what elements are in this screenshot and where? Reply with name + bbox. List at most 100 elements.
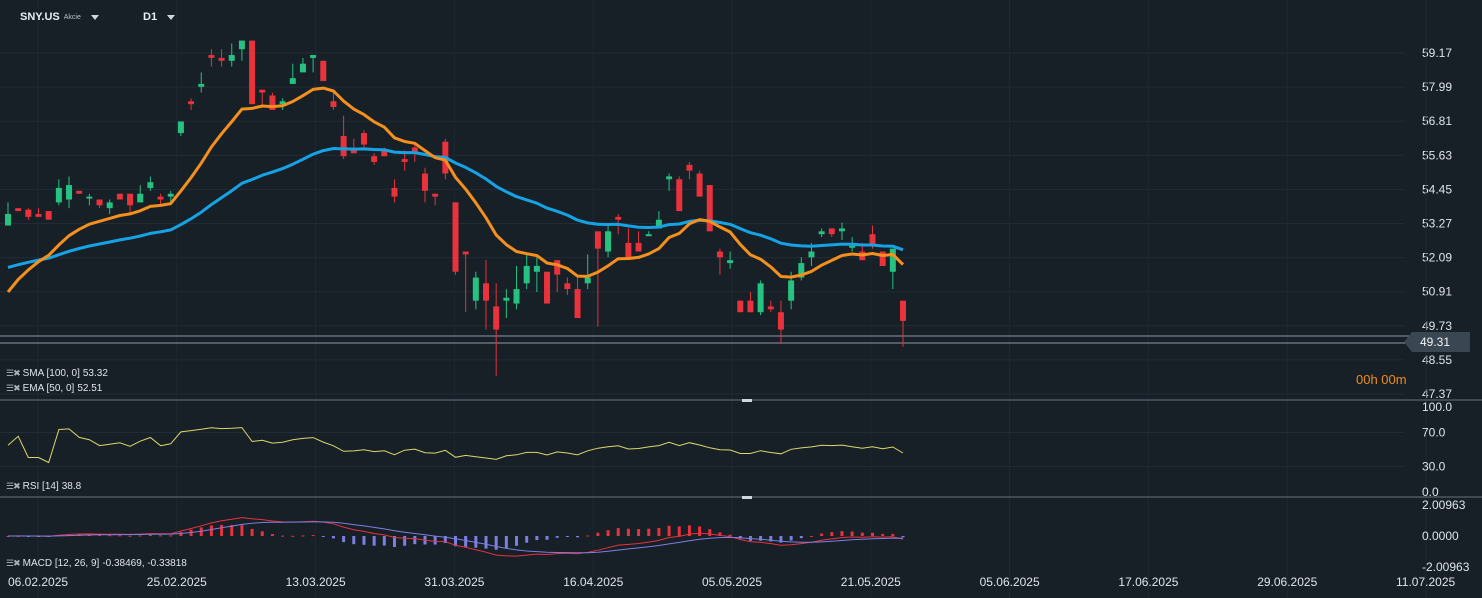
macd-histogram-bar (626, 528, 630, 536)
candle-body (330, 101, 337, 108)
macd-histogram-bar (545, 536, 549, 540)
price-tick-label: 59.17 (1422, 46, 1452, 60)
date-tick-label: 16.04.2025 (563, 575, 623, 589)
macd-histogram-bar (799, 536, 803, 539)
candle-body (716, 251, 723, 258)
candle-timer: 00h 00m (1356, 372, 1407, 387)
candle-body (66, 185, 73, 200)
price-tick-label: 47.37 (1422, 387, 1452, 401)
candle-body (45, 211, 52, 220)
macd-histogram-bar (515, 536, 519, 546)
macd-histogram-bar (311, 535, 315, 537)
indicator-legend-sma[interactable]: ☰✖ SMA [100, 0] 53.32 (6, 368, 108, 379)
macd-label: MACD [12, 26, 9] (22, 558, 100, 569)
candle-body (625, 242, 632, 258)
macd-histogram-bar (759, 536, 763, 541)
macd-histogram-bar (199, 527, 203, 536)
price-tick-label: 56.81 (1422, 114, 1452, 128)
macd-histogram-bar (413, 536, 417, 545)
macd-histogram-bar (616, 528, 620, 536)
settings-close-icon[interactable]: ☰✖ (6, 383, 21, 393)
ema-line (6, 86, 905, 293)
candle-body (757, 283, 764, 313)
instrument-type: Akcie (63, 13, 81, 21)
candle-body (188, 101, 195, 105)
candle-body (310, 55, 317, 58)
candle-body (594, 231, 601, 249)
pane-resize-handle (742, 496, 752, 499)
macd-histogram-bar (474, 536, 478, 548)
candle-body (798, 263, 805, 278)
macd-histogram-bar (870, 532, 874, 536)
macd-histogram-bar (891, 533, 895, 536)
macd-histogram-bar (67, 534, 71, 536)
symbol-name: SNY.US (20, 11, 60, 23)
candle-body (421, 173, 428, 191)
candle-body (849, 245, 856, 248)
macd-histogram-bar (596, 532, 600, 536)
macd-histogram-bar (362, 536, 366, 545)
price-tick-label: 53.27 (1422, 217, 1452, 231)
candle-body (605, 231, 612, 252)
candle-body (106, 202, 113, 209)
candle-body (747, 300, 754, 313)
settings-close-icon[interactable]: ☰✖ (6, 481, 21, 491)
macd-histogram-bar (698, 526, 702, 536)
indicator-legend-rsi[interactable]: ☰✖ RSI [14] 38.8 (6, 481, 81, 492)
macd-histogram-bar (220, 524, 224, 536)
settings-close-icon[interactable]: ☰✖ (6, 558, 21, 568)
macd-histogram-bar (108, 535, 112, 537)
candle-body (177, 121, 184, 134)
candle-body (544, 271, 551, 304)
macd-histogram-bar (392, 536, 396, 547)
candle-body (483, 283, 490, 301)
settings-close-icon[interactable]: ☰✖ (6, 368, 21, 378)
macd-histogram-bar (179, 532, 183, 536)
rsi-tick-label: 100.0 (1422, 400, 1452, 414)
candle-body (564, 283, 571, 290)
macd-histogram-bar (769, 536, 773, 542)
date-tick-label: 05.05.2025 (702, 575, 762, 589)
candle-body (838, 228, 845, 232)
candle-body (615, 216, 622, 220)
macd-histogram-bar (159, 535, 163, 537)
candle-body (767, 306, 774, 310)
macd-histogram-bar (504, 536, 508, 549)
macd-histogram-bar (464, 536, 468, 547)
timeframe-selector[interactable]: D1 (143, 11, 176, 23)
macd-histogram-bar (403, 536, 407, 546)
macd-histogram-bar (555, 536, 559, 538)
macd-histogram-bar (687, 525, 691, 536)
symbol-selector[interactable]: SNY.US Akcie (20, 11, 99, 23)
rsi-tick-label: 0.0 (1422, 485, 1439, 499)
date-tick-label: 21.05.2025 (841, 575, 901, 589)
macd-histogram-bar (809, 535, 813, 537)
date-tick-label: 06.02.2025 (8, 575, 68, 589)
price-tick-label: 54.45 (1422, 182, 1452, 196)
candle-body (828, 228, 835, 235)
macd-histogram-bar (565, 536, 569, 537)
candle-body (15, 208, 22, 212)
macd-tick-label: 0.0000 (1422, 529, 1459, 543)
date-tick-label: 13.03.2025 (286, 575, 346, 589)
date-tick-label: 29.06.2025 (1257, 575, 1317, 589)
candle-body (655, 219, 662, 229)
macd-histogram-bar (535, 536, 539, 541)
candle-body (269, 95, 276, 110)
candle-body (76, 190, 83, 194)
sma-value: 53.32 (82, 368, 108, 379)
rsi-tick-label: 70.0 (1422, 426, 1446, 440)
macd-histogram-bar (138, 535, 142, 537)
date-tick-label: 05.06.2025 (980, 575, 1040, 589)
date-tick-label: 25.02.2025 (147, 575, 207, 589)
candle-body (391, 187, 398, 197)
candle-body (218, 57, 225, 61)
indicator-legend-ema[interactable]: ☰✖ EMA [50, 0] 52.51 (6, 383, 102, 394)
candle-body (147, 182, 154, 188)
indicator-legend-macd[interactable]: ☰✖ MACD [12, 26, 9] -0.38469, -0.33818 (6, 558, 187, 569)
candle-body (259, 89, 266, 93)
price-tick-label: 55.63 (1422, 148, 1452, 162)
candle-body (299, 63, 306, 73)
macd-histogram-bar (860, 532, 864, 536)
